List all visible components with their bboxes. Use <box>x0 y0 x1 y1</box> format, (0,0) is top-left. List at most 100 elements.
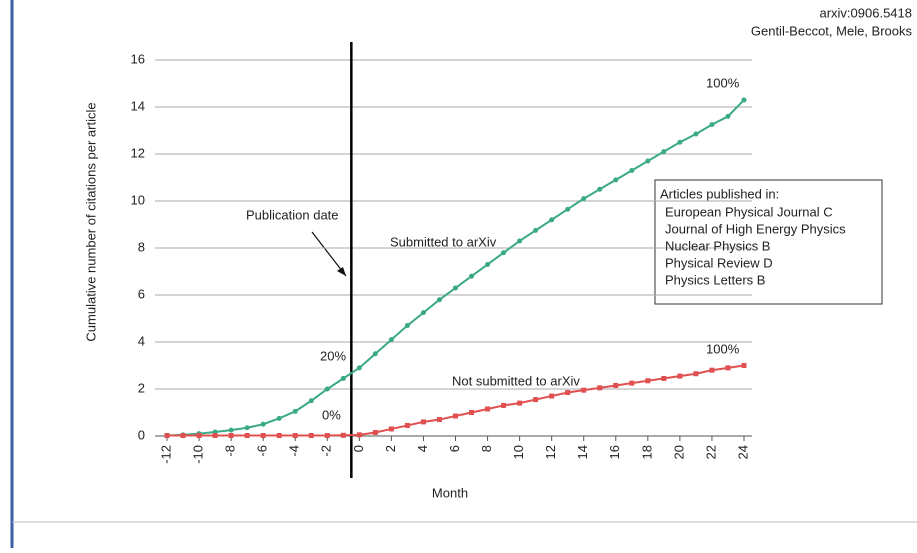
x-tick-label: -4 <box>287 445 302 457</box>
x-axis-label: Month <box>432 485 468 500</box>
series-point <box>533 227 539 233</box>
series-point <box>725 365 731 371</box>
publication-label: Publication date <box>246 207 339 222</box>
series-point <box>292 408 298 414</box>
series-point <box>404 323 410 329</box>
series-point <box>453 285 459 291</box>
series-point <box>276 415 282 421</box>
series-point <box>260 433 266 439</box>
series-point <box>613 382 619 388</box>
x-tick-label: 16 <box>607 445 622 459</box>
series-point <box>581 387 587 393</box>
y-tick-label: 4 <box>138 333 145 348</box>
series-point <box>420 419 426 425</box>
series-point <box>709 122 715 128</box>
y-tick-label: 0 <box>138 427 145 442</box>
series-point <box>549 217 555 223</box>
x-tick-label: 24 <box>735 445 750 459</box>
series-point <box>212 433 218 439</box>
series-point <box>308 398 314 404</box>
source: arxiv:0906.5418 <box>819 5 912 20</box>
y-tick-label: 12 <box>131 145 145 160</box>
series-point <box>661 375 667 381</box>
x-tick-label: -6 <box>255 445 270 457</box>
series-point <box>180 433 186 439</box>
x-tick-label: 4 <box>415 445 430 452</box>
series-point <box>324 386 330 392</box>
series-point <box>420 310 426 316</box>
legend-item: Physics Letters B <box>665 272 765 287</box>
series-point <box>501 402 507 408</box>
authors: Gentil-Beccot, Mele, Brooks <box>751 23 913 38</box>
series-point <box>228 427 234 433</box>
series-point <box>501 250 507 256</box>
legend-item: Nuclear Physics B <box>665 238 770 253</box>
arrow <box>311 231 347 277</box>
series-point <box>645 378 651 384</box>
y-tick-label: 16 <box>131 51 145 66</box>
legend-item: European Physical Journal C <box>665 204 833 219</box>
x-tick-label: 0 <box>351 445 366 452</box>
series-point <box>741 97 747 103</box>
y-tick-label: 8 <box>138 239 145 254</box>
series-point <box>260 421 266 427</box>
series-point <box>693 131 699 137</box>
series-point <box>533 397 539 403</box>
series-point <box>308 433 314 439</box>
x-tick-label: 10 <box>511 445 526 459</box>
series-point <box>629 380 635 386</box>
series-point <box>372 351 378 357</box>
series-point <box>436 417 442 423</box>
series-point <box>340 375 346 381</box>
series-point <box>372 429 378 435</box>
y-tick-label: 10 <box>131 192 145 207</box>
series-point <box>453 413 459 419</box>
series-point <box>404 422 410 428</box>
y-tick-label: 14 <box>131 98 145 113</box>
series-point <box>693 371 699 377</box>
y-tick-label: 6 <box>138 286 145 301</box>
legend-title: Articles published in: <box>660 186 779 201</box>
series-point <box>725 113 731 119</box>
legend-item: Physical Review D <box>665 255 773 270</box>
start-label: 0% <box>322 407 341 422</box>
series-point <box>196 433 202 439</box>
y-axis-label: Cumulative number of citations per artic… <box>83 102 98 341</box>
series-point <box>629 167 635 173</box>
series-point <box>292 433 298 439</box>
series-point <box>565 390 571 396</box>
x-tick-label: 20 <box>671 445 686 459</box>
x-tick-label: 14 <box>575 445 590 459</box>
x-tick-label: 12 <box>543 445 558 459</box>
series-point <box>388 337 394 343</box>
x-tick-label: -12 <box>158 445 173 464</box>
series-point <box>340 432 346 438</box>
end-label: 100% <box>706 75 740 90</box>
series-point <box>469 273 475 279</box>
series-point <box>661 149 667 155</box>
series-point <box>581 196 587 202</box>
y-tick-label: 2 <box>138 380 145 395</box>
series-point <box>164 433 170 439</box>
x-tick-label: 6 <box>447 445 462 452</box>
series-point <box>276 433 282 439</box>
series-label: Submitted to arXiv <box>390 234 497 249</box>
x-tick-label: 8 <box>479 445 494 452</box>
series-point <box>388 426 394 432</box>
legend-item: Journal of High Energy Physics <box>665 221 846 236</box>
series-point <box>741 363 747 368</box>
series-point <box>517 238 523 244</box>
series-point <box>645 158 651 164</box>
series-point <box>356 365 362 371</box>
series-point <box>677 139 683 145</box>
series-label: Not submitted to arXiv <box>452 373 580 388</box>
x-tick-label: -2 <box>319 445 334 457</box>
series-point <box>244 425 250 431</box>
series-point <box>228 433 234 439</box>
series-point <box>244 433 250 439</box>
series-point <box>485 261 491 267</box>
series-point <box>517 400 523 406</box>
start-label: 20% <box>320 348 346 363</box>
x-tick-label: -8 <box>223 445 238 457</box>
